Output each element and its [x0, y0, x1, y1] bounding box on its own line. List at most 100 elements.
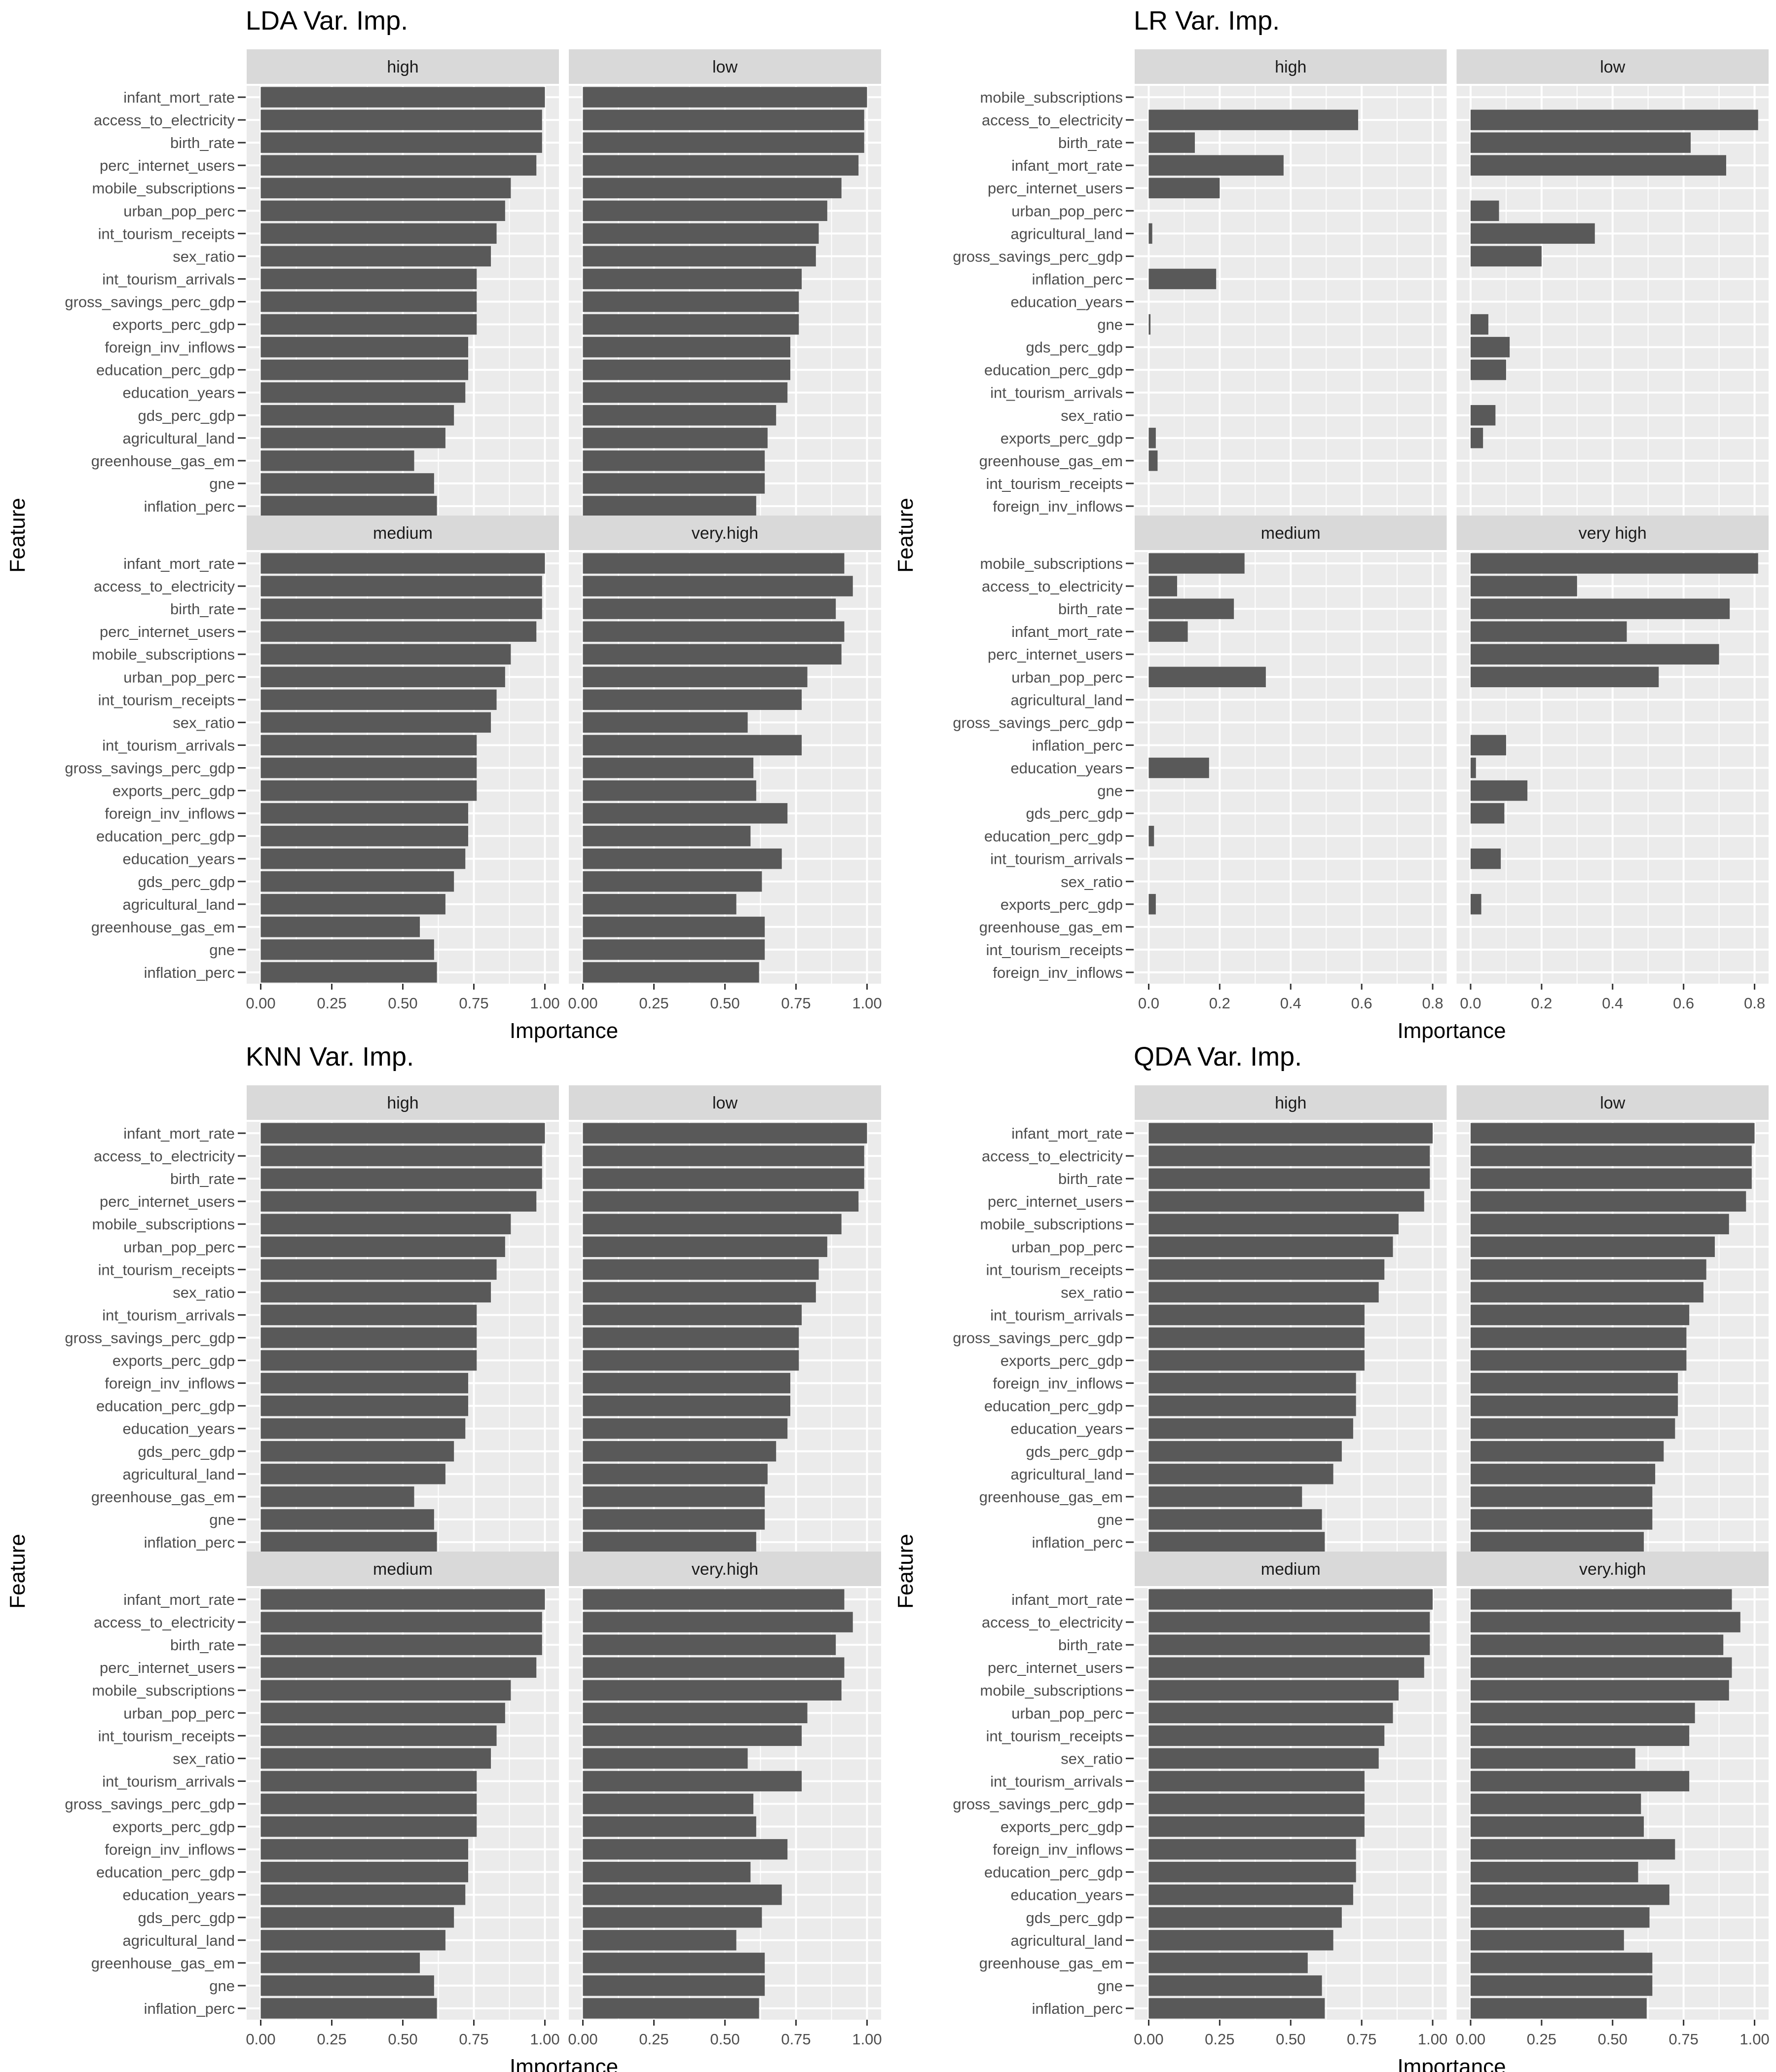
x-tick-label: 0.75 [1668, 2031, 1698, 2048]
y-tick-label: infant_mort_rate [123, 555, 235, 572]
bar [260, 1725, 497, 1746]
bar [1148, 155, 1284, 176]
facet-strip-label: medium [1261, 1560, 1321, 1579]
bar [260, 428, 445, 448]
chart-2: LR Var. Imp.highmobile_subscriptionsacce… [893, 6, 1769, 1043]
x-tick-label: 0.50 [710, 2031, 740, 2048]
y-tick-label: birth_rate [170, 134, 235, 151]
bar [583, 1930, 737, 1951]
y-tick-label: foreign_inv_inflows [993, 498, 1123, 515]
bar [1470, 757, 1476, 778]
bar [260, 1395, 468, 1416]
bar [1148, 1123, 1433, 1144]
bar [583, 1123, 867, 1144]
bar [583, 200, 827, 222]
bar [583, 553, 845, 574]
facet-strip [247, 1552, 559, 1586]
bar [1470, 1589, 1732, 1610]
bar [1470, 644, 1719, 665]
y-tick-label: int_tourism_arrivals [990, 1306, 1123, 1324]
bar [583, 1748, 748, 1769]
bar [1148, 1509, 1322, 1530]
y-tick-label: mobile_subscriptions [92, 1682, 235, 1699]
bar [1148, 576, 1178, 596]
y-tick-label: inflation_perc [1032, 270, 1123, 288]
y-tick-label: education_years [123, 384, 235, 402]
y-tick-label: agricultural_land [123, 1466, 235, 1483]
bar [1148, 1304, 1365, 1326]
panel-medium: medium mobile_subscriptions access_to_elec… [953, 516, 1447, 1012]
bar [583, 1793, 754, 1814]
chart-title: LDA Var. Imp. [246, 6, 408, 36]
bar [1148, 178, 1220, 198]
y-tick-label: access_to_electricity [94, 578, 235, 595]
x-tick-label: 0.00 [568, 995, 597, 1012]
bar [1148, 1725, 1385, 1746]
x-tick-label: 1.00 [1739, 2031, 1769, 2048]
bar [1470, 1657, 1732, 1678]
bar [583, 1304, 802, 1326]
y-tick-label: gds_perc_gdp [138, 407, 235, 424]
bar [260, 223, 497, 244]
bar [260, 666, 505, 688]
y-tick-label: education_perc_gdp [984, 828, 1123, 845]
y-tick-label: greenhouse_gas_em [91, 452, 235, 470]
y-tick-label: infant_mort_rate [1011, 1591, 1123, 1608]
bar [583, 291, 799, 312]
bar [260, 1441, 454, 1462]
y-tick-label: urban_pop_perc [123, 1238, 235, 1256]
bar [583, 110, 864, 130]
y-tick-label: gds_perc_gdp [1026, 1909, 1123, 1926]
facet-strip-label: very.high [692, 1560, 758, 1579]
bar [583, 1861, 751, 1883]
bar [1470, 553, 1758, 574]
y-tick-label: education_perc_gdp [96, 1864, 235, 1881]
y-tick-label: greenhouse_gas_em [91, 1955, 235, 1972]
x-tick-label: 0.75 [781, 995, 811, 1012]
bar [583, 1372, 790, 1394]
bar [260, 1191, 537, 1212]
bar [583, 155, 859, 176]
y-tick-label: perc_internet_users [100, 623, 235, 640]
facet-strip [569, 1085, 881, 1120]
bar [260, 939, 434, 960]
bar [1470, 1771, 1690, 1792]
y-tick-label: birth_rate [170, 600, 235, 618]
bar [260, 1304, 477, 1326]
y-tick-label: int_tourism_arrivals [102, 1773, 235, 1790]
x-tick-label: 0.75 [1347, 2031, 1376, 2048]
y-tick-label: mobile_subscriptions [92, 646, 235, 663]
bar [1470, 666, 1659, 688]
bar [260, 450, 414, 471]
y-tick-label: education_years [1011, 1420, 1123, 1438]
bar [1148, 621, 1188, 642]
y-tick-label: gds_perc_gdp [1026, 1443, 1123, 1460]
bar [583, 871, 762, 892]
bar [1148, 1372, 1356, 1394]
panel-low: low [569, 1085, 881, 1554]
bar [260, 621, 537, 642]
bar [1470, 1304, 1690, 1326]
y-tick-label: agricultural_land [1011, 225, 1123, 242]
bar [260, 576, 542, 596]
bar [1470, 848, 1501, 869]
y-tick-label: education_years [123, 1887, 235, 1904]
y-tick-label: gross_savings_perc_gdp [65, 760, 235, 777]
y-tick-label: agricultural_land [123, 1932, 235, 1949]
panel-very-high: very high 0.0 0.2 0.4 0.6 0.8 [1456, 516, 1769, 1012]
bar [260, 1372, 468, 1394]
bar [260, 1418, 466, 1439]
bar [1148, 1998, 1325, 2019]
bar [1470, 1748, 1635, 1769]
y-tick-label: int_tourism_receipts [98, 1261, 235, 1278]
bar [583, 848, 782, 869]
panel-low: low [1456, 1085, 1769, 1554]
bar [583, 666, 808, 688]
bar [583, 359, 790, 380]
bar [1470, 1372, 1678, 1394]
bar [260, 1839, 468, 1860]
bar [260, 1123, 545, 1144]
bar [1148, 1282, 1379, 1303]
bar [1470, 1884, 1669, 1905]
